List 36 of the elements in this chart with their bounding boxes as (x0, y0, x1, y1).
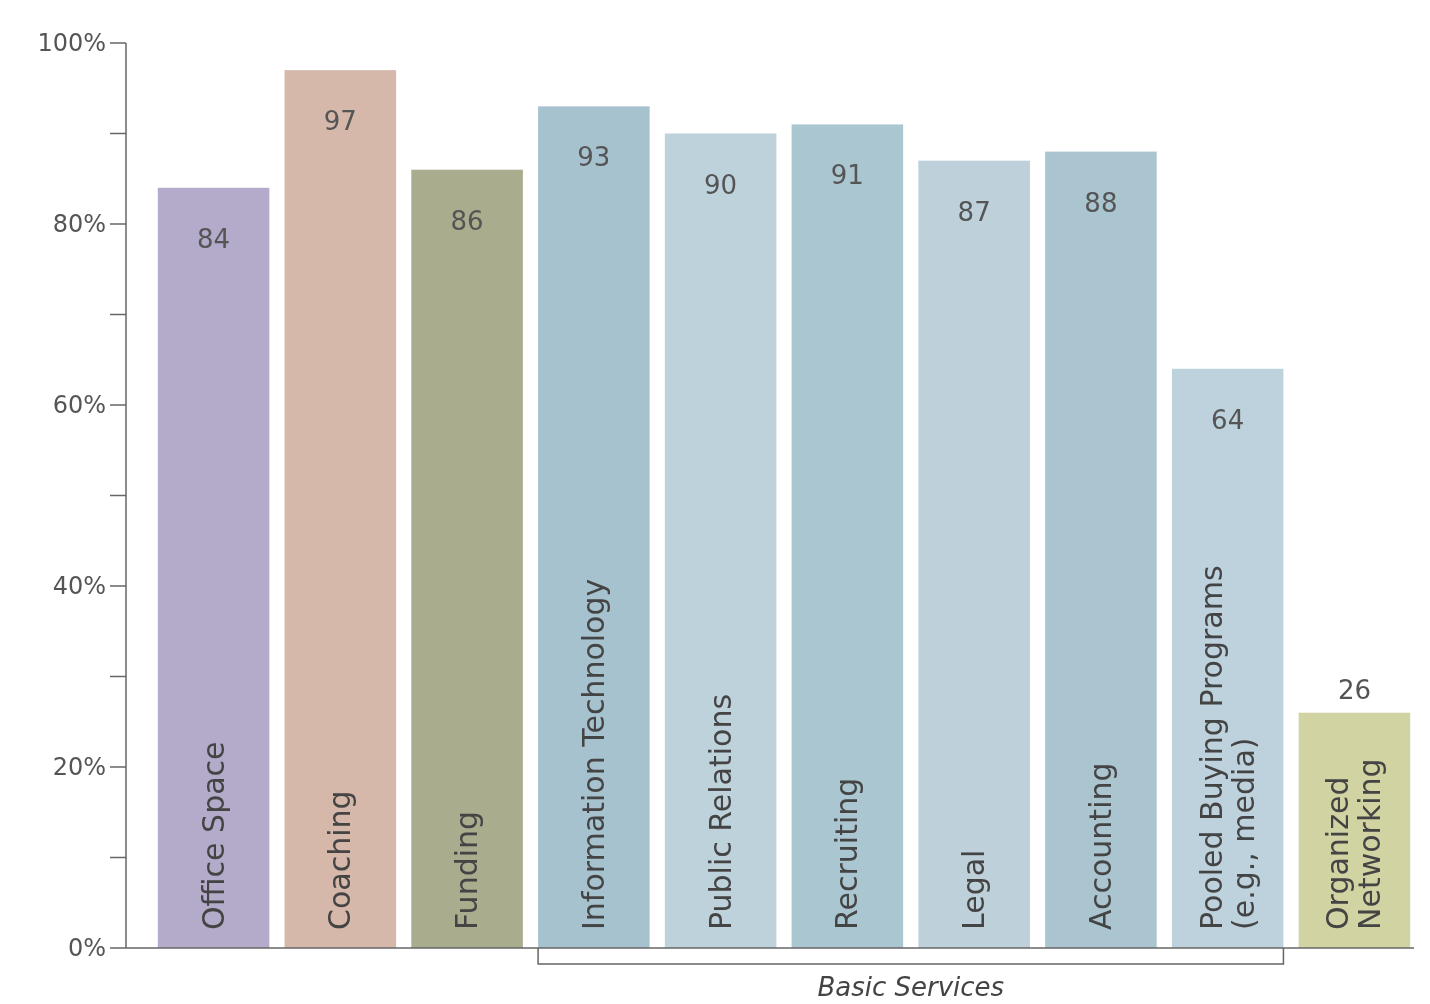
y-tick-label: 100% (37, 29, 106, 58)
bar (664, 133, 777, 948)
data-label: 93 (577, 142, 611, 173)
data-label: 87 (957, 196, 991, 227)
y-tick-label: 60% (52, 391, 106, 420)
x-tick-label: Information Technology (575, 578, 611, 930)
y-tick-label: 80% (52, 210, 106, 239)
bar (284, 70, 397, 948)
x-tick-label: Organized Networking (1320, 758, 1388, 930)
x-tick-label: Pooled Buying Programs (e.g., media) (1193, 565, 1261, 930)
y-tick-label: 0% (67, 934, 106, 963)
x-tick-label: Office Space (195, 741, 231, 930)
bar (157, 187, 270, 948)
text: Basic Services (817, 972, 1005, 1002)
x-tick-label: Coaching (322, 790, 358, 930)
y-tick-label: 20% (52, 753, 106, 782)
bar (411, 169, 523, 948)
bar (1045, 151, 1157, 948)
data-label: 90 (704, 169, 738, 200)
bar (791, 124, 904, 948)
data-label: 26 (1337, 674, 1371, 705)
data-label: 88 (1084, 187, 1118, 218)
data-label: 64 (1211, 404, 1245, 435)
data-label: 91 (830, 160, 864, 191)
x-tick-label: Accounting (1082, 762, 1118, 930)
x-tick-label: Funding (449, 810, 485, 930)
data-label: 97 (323, 106, 357, 137)
x-tick-label: Recruiting (829, 777, 865, 930)
x-tick-label: Public Relations (702, 693, 738, 930)
data-label: 86 (450, 205, 484, 236)
data-label: 84 (197, 223, 231, 254)
x-tick-label: Legal (956, 849, 992, 930)
bar (1171, 368, 1284, 948)
bar (918, 160, 1030, 948)
bar (538, 106, 650, 948)
y-tick-label: 40% (52, 572, 106, 601)
